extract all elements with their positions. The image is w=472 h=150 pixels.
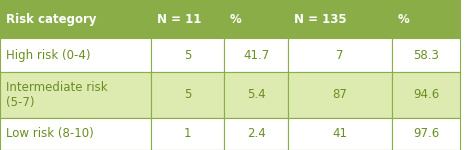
Text: 41: 41 <box>332 127 347 140</box>
Text: 41.7: 41.7 <box>243 49 269 62</box>
Bar <box>288 72 392 118</box>
Bar <box>0 0 151 38</box>
Bar <box>224 0 288 38</box>
Bar <box>0 72 151 118</box>
Text: 2.4: 2.4 <box>247 127 265 140</box>
Bar <box>392 38 460 72</box>
Text: 7: 7 <box>336 49 344 62</box>
Text: N = 135: N = 135 <box>294 13 346 26</box>
Text: 5: 5 <box>184 88 191 101</box>
Bar <box>392 0 460 38</box>
Bar <box>224 72 288 118</box>
Bar <box>288 118 392 150</box>
Text: 58.3: 58.3 <box>413 49 439 62</box>
Bar <box>224 118 288 150</box>
Bar <box>288 38 392 72</box>
Text: Intermediate risk
(5-7): Intermediate risk (5-7) <box>6 81 107 109</box>
Text: %: % <box>397 13 409 26</box>
Bar <box>392 118 460 150</box>
Text: 87: 87 <box>332 88 347 101</box>
Text: %: % <box>230 13 242 26</box>
Text: 1: 1 <box>184 127 191 140</box>
Bar <box>288 0 392 38</box>
Bar <box>151 72 224 118</box>
Text: Low risk (8-10): Low risk (8-10) <box>6 127 93 140</box>
Text: Risk category: Risk category <box>6 13 96 26</box>
Text: N = 11: N = 11 <box>157 13 201 26</box>
Bar <box>151 38 224 72</box>
Text: 5: 5 <box>184 49 191 62</box>
Text: 97.6: 97.6 <box>413 127 439 140</box>
Bar <box>151 118 224 150</box>
Bar <box>0 118 151 150</box>
Bar <box>151 0 224 38</box>
Text: High risk (0-4): High risk (0-4) <box>6 49 90 62</box>
Bar <box>0 38 151 72</box>
Bar <box>392 72 460 118</box>
Text: 5.4: 5.4 <box>247 88 265 101</box>
Text: 94.6: 94.6 <box>413 88 439 101</box>
Bar <box>224 38 288 72</box>
